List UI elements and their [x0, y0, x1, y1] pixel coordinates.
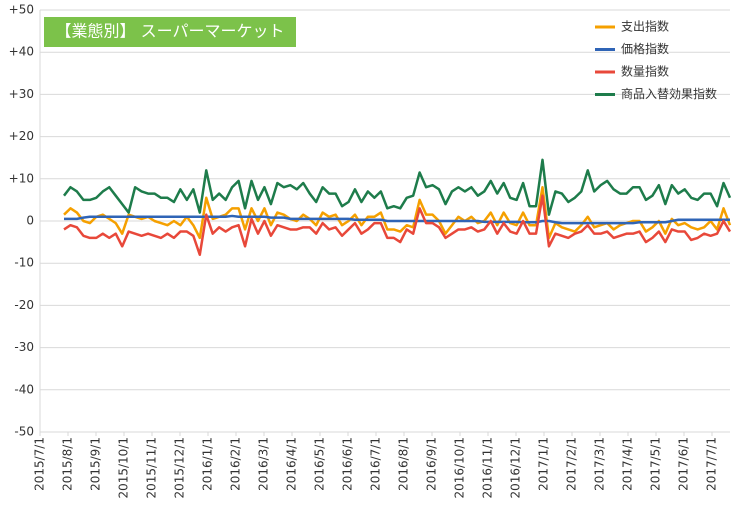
x-tick-label: 2016/7/1	[369, 437, 383, 491]
x-tick-label: 2015/11/1	[145, 437, 159, 499]
x-tick-label: 2017/4/1	[621, 437, 635, 491]
series-line	[63, 194, 732, 257]
x-tick-label: 2016/9/1	[425, 437, 439, 491]
x-tick-label: 2015/7/1	[33, 437, 47, 491]
x-tick-label: 2016/10/1	[453, 437, 467, 499]
y-tick-label: -40	[14, 382, 34, 396]
y-tick-label: -50	[14, 425, 34, 439]
y-tick-label: +30	[9, 87, 34, 101]
y-tick-label: -30	[14, 340, 34, 354]
x-tick-label: 2017/7/1	[705, 437, 719, 491]
x-tick-label: 2015/9/1	[89, 437, 103, 491]
x-tick-label: 2016/1/1	[201, 437, 215, 491]
x-tick-label: 2016/8/1	[397, 437, 411, 491]
y-tick-label: -10	[14, 256, 34, 270]
y-tick-label: +50	[9, 3, 34, 17]
x-tick-label: 2016/6/1	[341, 437, 355, 491]
series-line	[63, 158, 732, 216]
legend-label: 数量指数	[621, 64, 669, 79]
x-tick-label: 2016/4/1	[285, 437, 299, 491]
x-tick-label: 2016/2/1	[229, 437, 243, 491]
legend-label: 価格指数	[621, 41, 669, 56]
x-tick-label: 2016/12/1	[509, 437, 523, 499]
chart-title: 【業態別】 スーパーマーケット	[56, 22, 285, 41]
x-tick-label: 2017/1/1	[537, 437, 551, 491]
legend-label: 商品入替効果指数	[621, 86, 717, 101]
x-tick-label: 2017/5/1	[649, 437, 663, 491]
x-tick-label: 2017/2/1	[565, 437, 579, 491]
y-tick-label: -20	[14, 298, 34, 312]
y-tick-label: 0	[26, 214, 34, 228]
x-tick-label: 2017/3/1	[593, 437, 607, 491]
y-tick-label: +20	[9, 129, 34, 143]
x-tick-label: 2015/10/1	[117, 437, 131, 499]
x-tick-label: 2016/3/1	[257, 437, 271, 491]
x-tick-label: 2016/5/1	[313, 437, 327, 491]
y-tick-label: +40	[9, 45, 34, 59]
y-tick-label: +10	[9, 171, 34, 185]
x-tick-label: 2017/6/1	[677, 437, 691, 491]
series-line	[63, 185, 732, 240]
series-line	[64, 214, 730, 225]
x-tick-label: 2015/12/1	[173, 437, 187, 499]
legend-label: 支出指数	[621, 19, 669, 34]
x-tick-label: 2016/11/1	[481, 437, 495, 499]
title-box	[44, 17, 296, 47]
x-tick-label: 2015/8/1	[61, 437, 75, 491]
